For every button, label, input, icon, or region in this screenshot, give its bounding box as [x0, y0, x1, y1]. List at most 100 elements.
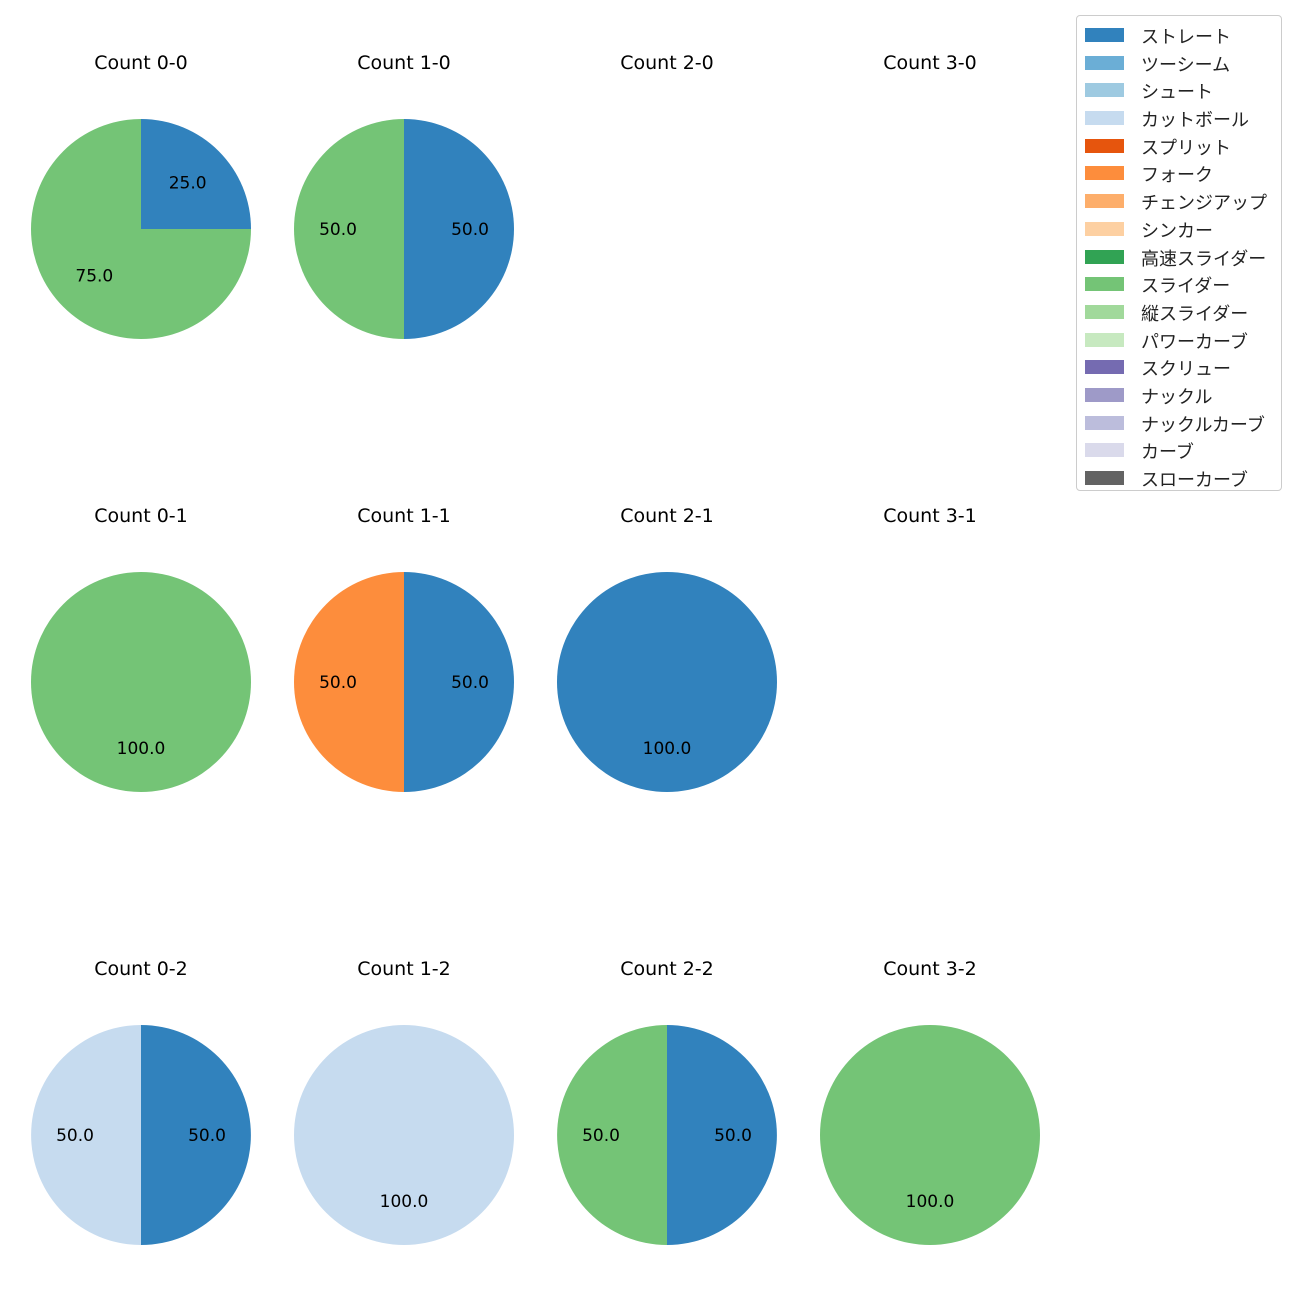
legend-label: チェンジアップ	[1141, 193, 1267, 215]
legend-swatch	[1085, 360, 1124, 375]
legend-label: シンカー	[1141, 220, 1213, 242]
legend-swatch	[1085, 471, 1124, 485]
pie-panel: Count 0-2 50.0 50.0	[31, 958, 251, 1245]
legend-swatch	[1085, 249, 1124, 264]
legend-label: フォーク	[1141, 165, 1213, 187]
pie-slice	[404, 572, 514, 792]
pie-slice	[31, 572, 251, 792]
legend-item: カットボール	[1085, 104, 1281, 132]
legend-swatch	[1085, 304, 1124, 319]
slice-label: 100.0	[380, 1192, 429, 1212]
legend-item: スクリュー	[1085, 353, 1281, 381]
pie-slice	[294, 572, 404, 792]
legend-label: スライダー	[1141, 276, 1231, 298]
legend-label: カットボール	[1141, 110, 1249, 132]
legend-item: ナックルカーブ	[1085, 409, 1281, 437]
pie-slice	[557, 1025, 667, 1245]
legend-item: ナックル	[1085, 381, 1281, 409]
pie-slice	[667, 1025, 777, 1245]
pie-panel: Count 0-0 25.0 75.0	[31, 52, 251, 339]
legend-label: スクリュー	[1141, 359, 1231, 381]
legend-item: フォーク	[1085, 159, 1281, 187]
legend-label: カーブ	[1141, 442, 1194, 464]
pie-panel: Count 0-1 100.0	[31, 505, 251, 792]
legend-label: 縦スライダー	[1141, 303, 1249, 325]
pie-panel: Count 3-1	[883, 505, 977, 527]
pie-slice	[820, 1025, 1040, 1245]
legend-item: シンカー	[1085, 215, 1281, 243]
legend-swatch	[1085, 166, 1124, 181]
slice-label: 50.0	[451, 220, 489, 240]
panel-title: Count 0-1	[94, 505, 188, 527]
panel-title: Count 1-2	[357, 958, 451, 980]
legend-item: スライダー	[1085, 270, 1281, 298]
legend-swatch	[1085, 277, 1124, 292]
slice-label: 50.0	[319, 220, 357, 240]
slice-label: 50.0	[714, 1126, 752, 1146]
slice-label: 50.0	[582, 1126, 620, 1146]
legend-item: ストレート	[1085, 21, 1281, 49]
pie-panel: Count 1-0 50.0 50.0	[294, 52, 514, 339]
pie-slice	[404, 119, 514, 339]
legend-label: ツーシーム	[1141, 54, 1231, 76]
slice-label: 50.0	[319, 673, 357, 693]
legend-swatch	[1085, 443, 1124, 458]
legend-item: 高速スライダー	[1085, 243, 1281, 271]
pie-slice	[141, 1025, 251, 1245]
pie-panel: Count 3-0	[883, 52, 977, 74]
pie-panel: Count 1-2 100.0	[294, 958, 514, 1245]
panel-title: Count 2-2	[620, 958, 714, 980]
panel-title: Count 1-1	[357, 505, 451, 527]
panel-title: Count 1-0	[357, 52, 451, 74]
slice-label: 50.0	[451, 673, 489, 693]
legend-swatch	[1085, 194, 1124, 209]
legend-item: スプリット	[1085, 132, 1281, 160]
pie-panel: Count 2-1 100.0	[557, 505, 777, 792]
slice-label: 50.0	[56, 1126, 94, 1146]
legend-label: シュート	[1141, 82, 1213, 104]
pie-slice	[557, 572, 777, 792]
legend-item: シュート	[1085, 76, 1281, 104]
legend-item: チェンジアップ	[1085, 187, 1281, 215]
legend-swatch	[1085, 28, 1124, 42]
legend-label: ストレート	[1141, 27, 1231, 48]
legend-swatch	[1085, 111, 1124, 126]
pie-slice	[31, 119, 251, 339]
panel-title: Count 2-1	[620, 505, 714, 527]
slice-label: 25.0	[169, 173, 207, 193]
legend-item: パワーカーブ	[1085, 326, 1281, 354]
legend-swatch	[1085, 138, 1124, 153]
slice-label: 100.0	[906, 1192, 955, 1212]
legend-item: カーブ	[1085, 436, 1281, 464]
legend-label: ナックル	[1141, 386, 1213, 408]
pie-slice	[141, 119, 251, 229]
panel-title: Count 2-0	[620, 52, 714, 74]
pie-slice	[294, 119, 404, 339]
pie-panel: Count 3-2 100.0	[820, 958, 1040, 1245]
panel-title: Count 3-0	[883, 52, 977, 74]
slice-label: 50.0	[188, 1126, 226, 1146]
panel-title: Count 3-1	[883, 505, 977, 527]
pie-slice	[31, 1025, 141, 1245]
legend-label: スプリット	[1141, 137, 1231, 159]
legend-swatch	[1085, 415, 1124, 430]
pie-panel: Count 1-1 50.0 50.0	[294, 505, 514, 792]
legend-label: パワーカーブ	[1141, 331, 1248, 353]
legend-label: スローカーブ	[1141, 470, 1248, 491]
slice-label: 75.0	[75, 267, 113, 287]
legend-swatch	[1085, 332, 1124, 347]
pie-panel: Count 2-0	[620, 52, 714, 74]
legend-label: ナックルカーブ	[1141, 414, 1265, 436]
legend-swatch	[1085, 83, 1124, 98]
pie-slice	[294, 1025, 514, 1245]
panel-title: Count 0-2	[94, 958, 188, 980]
legend-swatch	[1085, 387, 1124, 402]
legend-swatch	[1085, 221, 1124, 236]
slice-label: 100.0	[643, 739, 692, 759]
panel-title: Count 3-2	[883, 958, 977, 980]
legend-item: ツーシーム	[1085, 49, 1281, 77]
legend-item: スローカーブ	[1085, 464, 1281, 492]
legend: ストレートツーシームシュートカットボール スプリットフォークチェンジアップ シンカー…	[1076, 15, 1282, 491]
legend-swatch	[1085, 55, 1124, 70]
